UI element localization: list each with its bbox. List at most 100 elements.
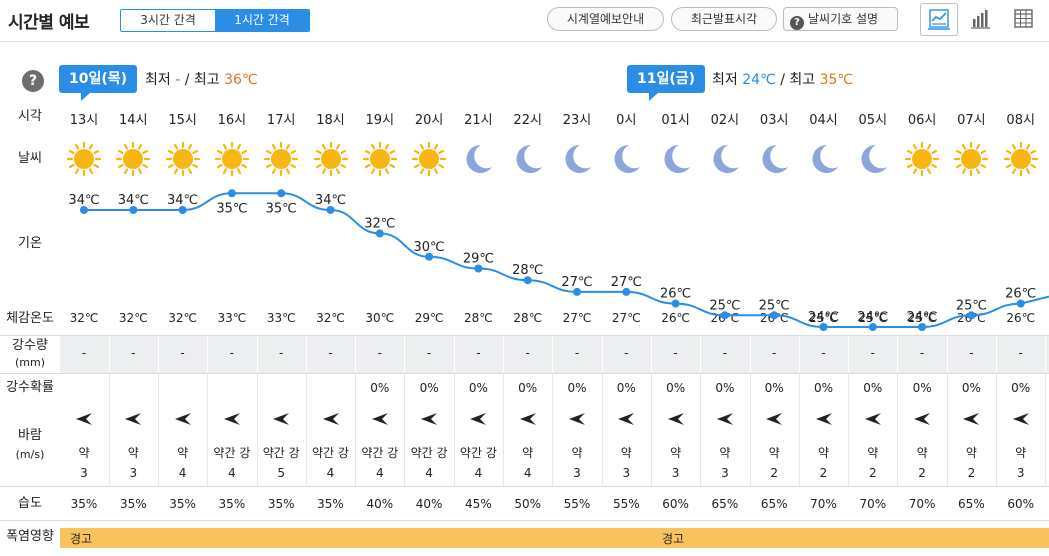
- sun-icon: [66, 141, 102, 177]
- chart-view-icon[interactable]: [920, 3, 958, 36]
- humidity: 35%: [119, 497, 147, 511]
- sun-icon: [411, 141, 447, 177]
- rain-amount: -: [426, 346, 432, 360]
- wind-strength: 약: [571, 446, 583, 460]
- page-title: 시간별 예보: [8, 13, 90, 33]
- wind-direction-icon: [716, 412, 734, 426]
- column-separator: [256, 336, 258, 373]
- help-icon[interactable]: ?: [22, 70, 44, 92]
- temperature-point: [671, 299, 680, 308]
- temperature-label: 32℃: [364, 216, 395, 231]
- hour-label: 21시: [464, 113, 493, 128]
- column-separator: [700, 374, 702, 486]
- humidity: 40%: [415, 497, 443, 511]
- heat-warning-band: 경고 경고: [60, 528, 1049, 548]
- moon-icon: [609, 141, 643, 177]
- feels-like-temp: 29℃: [414, 311, 444, 325]
- column-separator: [749, 336, 751, 373]
- wind-strength: 약: [177, 446, 189, 460]
- wind-direction-icon: [272, 412, 290, 426]
- column-separator: [1045, 336, 1047, 373]
- wind-direction-icon: [174, 412, 192, 426]
- rain-amount: -: [574, 346, 580, 360]
- bar-chart-view-icon[interactable]: [963, 3, 1001, 36]
- column-separator: [996, 336, 998, 373]
- row-label-time: 시각: [18, 109, 42, 124]
- moon-icon: [856, 141, 890, 177]
- wind-speed: 2: [868, 466, 877, 480]
- wind-speed: 4: [425, 466, 433, 480]
- wind-direction-icon: [371, 412, 389, 426]
- wind-direction-icon: [223, 412, 241, 426]
- temperature-point: [129, 206, 138, 214]
- temperature-point: [326, 206, 335, 214]
- wind-direction-icon: [469, 412, 487, 426]
- row-label-wind-unit: (m/s): [15, 448, 45, 461]
- moon-icon: [708, 141, 742, 177]
- min-label: 최저: [145, 72, 171, 88]
- wind-speed: 4: [375, 466, 384, 480]
- wind-strength: 약: [522, 446, 534, 460]
- column-separator: [650, 336, 652, 373]
- rain-probability: 0%: [468, 381, 488, 395]
- hour-label: 17시: [266, 113, 296, 128]
- column-separator: [305, 374, 307, 486]
- column-separator: [946, 336, 948, 373]
- table-view-icon[interactable]: [1005, 3, 1043, 36]
- hour-label: 05시: [858, 113, 888, 128]
- wind-speed: 3: [129, 466, 138, 480]
- column-separator: [897, 336, 899, 373]
- column-separator: [404, 374, 406, 486]
- interval-toggle: 3시간 간격 1시간 간격: [120, 9, 310, 32]
- wind-strength: 약간 강: [410, 446, 448, 460]
- hour-label: 13시: [69, 113, 99, 128]
- feels-like-temp: 26℃: [661, 311, 690, 325]
- rain-amount: -: [377, 346, 382, 360]
- rain-amount: -: [525, 346, 530, 360]
- max-temp: 36℃: [224, 72, 258, 88]
- humidity: 70%: [908, 497, 936, 511]
- separator: /: [184, 72, 190, 88]
- rain-amount: -: [624, 346, 629, 360]
- wind-direction-icon: [913, 412, 931, 426]
- wind-strength: 약간 강: [213, 446, 251, 460]
- feels-like-temp: 33℃: [266, 311, 296, 325]
- humidity: 70%: [859, 497, 887, 511]
- feels-like-temp: 32℃: [118, 311, 148, 325]
- feels-like-temp: 27℃: [562, 311, 592, 325]
- weather-symbol-legend-button[interactable]: ? 날씨기호 설명: [783, 7, 898, 31]
- moon-icon: [461, 141, 495, 177]
- column-separator: [749, 374, 751, 486]
- wind-speed: 2: [819, 466, 828, 480]
- max-temp: 35℃: [819, 72, 854, 88]
- temperature-label: 27℃: [561, 275, 592, 290]
- column-separator: [108, 336, 110, 373]
- wind-strength: 약: [670, 446, 682, 460]
- wind-speed: 5: [277, 466, 285, 480]
- wind-direction-icon: [519, 412, 537, 426]
- separator: /: [780, 72, 785, 88]
- column-separator: [207, 336, 209, 373]
- interval-3h-button[interactable]: 3시간 간격: [121, 10, 215, 31]
- wind-speed: 2: [770, 466, 778, 480]
- feels-like-temp: 26℃: [759, 311, 789, 325]
- temperature-label: 30℃: [414, 240, 445, 255]
- hour-label: 23시: [562, 113, 592, 128]
- wind-direction-icon: [322, 412, 340, 426]
- hour-label: 07시: [957, 113, 986, 128]
- series-forecast-guide-button[interactable]: 시계열예보안내: [547, 7, 664, 31]
- divider: [0, 335, 1049, 336]
- temperature-label: 29℃: [463, 252, 494, 267]
- interval-1h-button[interactable]: 1시간 간격: [215, 10, 309, 31]
- feels-like-temp: 30℃: [365, 311, 395, 325]
- column-separator: [453, 374, 455, 486]
- recent-release-time-button[interactable]: 최근발표시각: [671, 7, 777, 31]
- sun-icon: [904, 141, 940, 177]
- temperature-label: 27℃: [611, 275, 642, 290]
- weather-symbol-legend-label: 날씨기호 설명: [808, 12, 879, 26]
- wind-speed: 2: [967, 466, 976, 480]
- wind-strength: 약: [965, 446, 977, 460]
- column-separator: [256, 374, 258, 486]
- wind-direction-icon: [617, 412, 635, 426]
- rain-probability: 0%: [863, 381, 883, 395]
